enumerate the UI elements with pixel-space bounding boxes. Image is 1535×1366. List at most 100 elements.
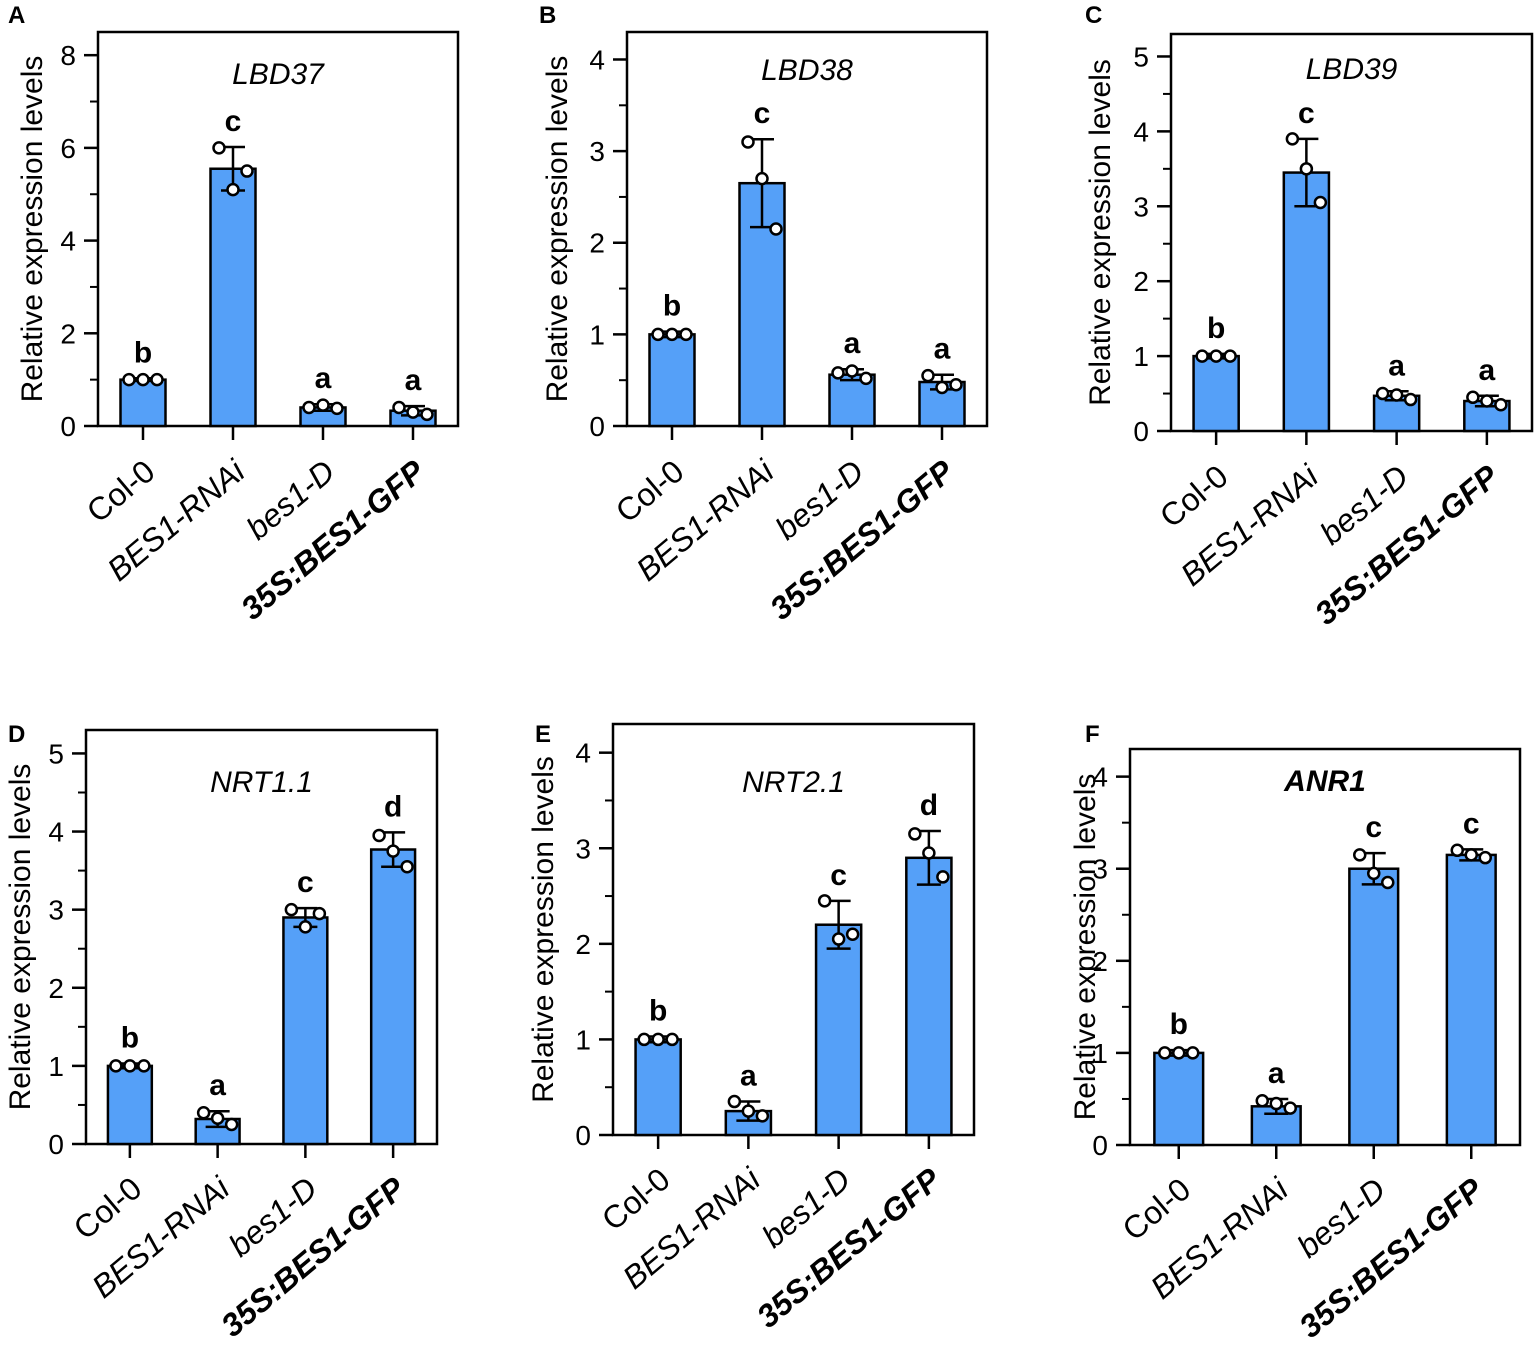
data-point (392, 400, 406, 415)
y-tick-label: 1 (48, 1051, 64, 1082)
significance-letter: d (384, 790, 402, 823)
y-tick-label: 0 (589, 411, 605, 442)
data-point (1367, 866, 1381, 881)
y-tick-label: 2 (60, 318, 76, 349)
data-point (1381, 875, 1395, 890)
significance-letter: b (134, 336, 152, 369)
data-point (921, 368, 935, 383)
bar-35s-bes1-gfp (369, 848, 417, 1146)
chart-panel-f: F ANR1 Relative expression levels 0 1 2 3 4 b Col… (1069, 721, 1522, 1345)
bar-col-0 (1153, 1051, 1205, 1147)
data-point (1299, 162, 1314, 176)
data-point (651, 1032, 665, 1047)
data-point (769, 222, 783, 236)
y-tick-label: 0 (1133, 416, 1149, 447)
y-tick-label: 5 (48, 738, 64, 769)
data-point (420, 407, 434, 422)
data-point (1195, 349, 1209, 363)
significance-letter: a (1479, 354, 1496, 387)
data-point (845, 364, 859, 378)
data-point (1466, 390, 1480, 405)
data-point (316, 398, 330, 412)
significance-letter: a (405, 364, 422, 397)
y-tick-label: 2 (48, 973, 64, 1004)
significance-letter: a (1388, 349, 1405, 382)
y-tick-label: 2 (1133, 266, 1149, 297)
data-point (845, 927, 860, 942)
plot-frame (96, 30, 460, 428)
data-point (386, 844, 400, 858)
data-point (400, 859, 414, 874)
chart-title: LBD39 (1306, 53, 1398, 86)
data-point (1285, 132, 1300, 146)
data-point (1478, 850, 1492, 865)
bar-35s-bes1-gfp (905, 856, 953, 1137)
data-point (1313, 195, 1328, 210)
data-point (224, 1117, 239, 1132)
significance-letter: c (1365, 811, 1382, 844)
data-point (284, 902, 299, 917)
significance-letter: c (1298, 97, 1315, 130)
data-point (741, 1104, 756, 1118)
data-point (1158, 1046, 1172, 1060)
chart-panel-e: E NRT2.1 Relative expression levels 0 1 2 3 4 b C… (527, 721, 976, 1335)
y-tick-label: 4 (48, 817, 64, 848)
y-tick-label: 4 (575, 738, 591, 769)
y-tick-label: 8 (60, 40, 76, 71)
significance-letter: b (121, 1022, 139, 1055)
y-tick-label: 4 (589, 44, 605, 75)
panel-letter: B (539, 2, 556, 29)
chart-panel-d: D NRT1.1 Relative expression levels 0 1 2 3 4 5 b… (4, 721, 439, 1344)
data-point (312, 906, 327, 921)
significance-letter: c (297, 866, 314, 899)
bar-col-0 (119, 378, 167, 428)
y-tick-label: 6 (60, 133, 76, 164)
data-point (755, 171, 769, 186)
chart-title: ANR1 (1283, 765, 1366, 798)
bar-bes1-rnai (1282, 171, 1331, 433)
data-point (109, 1059, 123, 1073)
significance-letter: a (315, 362, 332, 395)
significance-letter: a (209, 1069, 226, 1102)
chart-panel-c: C LBD39 Relative expression levels 0 1 2 3 4 5 b C… (1084, 2, 1534, 632)
panel-letter: E (535, 721, 551, 748)
y-axis-label: Relative expression levels (541, 56, 574, 403)
y-tick-label: 4 (60, 226, 76, 257)
data-point (741, 135, 755, 149)
significance-letter: a (844, 327, 861, 360)
data-point (922, 846, 936, 860)
data-point (1269, 1096, 1283, 1111)
y-tick-label: 1 (589, 319, 605, 350)
significance-letter: b (649, 995, 667, 1028)
data-point (330, 401, 344, 416)
category-label: Col-0 (595, 1161, 677, 1238)
data-point (372, 828, 386, 843)
bar-35s-bes1-gfp (1445, 853, 1497, 1147)
y-axis-label: Relative expression levels (1069, 774, 1102, 1121)
panel-letter: A (8, 2, 25, 29)
plot-frame (625, 30, 989, 428)
data-point (196, 1106, 211, 1120)
data-point (240, 164, 254, 178)
chart-title: NRT1.1 (210, 766, 313, 799)
y-axis-label: Relative expression levels (4, 764, 37, 1111)
data-point (651, 327, 665, 342)
data-point (226, 182, 240, 197)
data-point (150, 372, 164, 387)
y-tick-label: 3 (1133, 191, 1149, 222)
y-tick-label: 4 (1133, 116, 1149, 147)
data-point (1450, 843, 1464, 858)
y-tick-label: 3 (575, 833, 591, 864)
data-point (1353, 848, 1367, 862)
data-point (212, 141, 226, 155)
y-tick-label: 0 (1092, 1130, 1108, 1161)
category-label: Col-0 (1116, 1171, 1198, 1248)
data-point (302, 400, 316, 415)
bar-col-0 (648, 333, 696, 428)
y-tick-label: 4 (1092, 762, 1108, 793)
y-axis-label: Relative expression levels (16, 56, 49, 403)
data-point (859, 371, 873, 386)
significance-letter: b (663, 290, 681, 323)
y-tick-label: 2 (575, 929, 591, 960)
